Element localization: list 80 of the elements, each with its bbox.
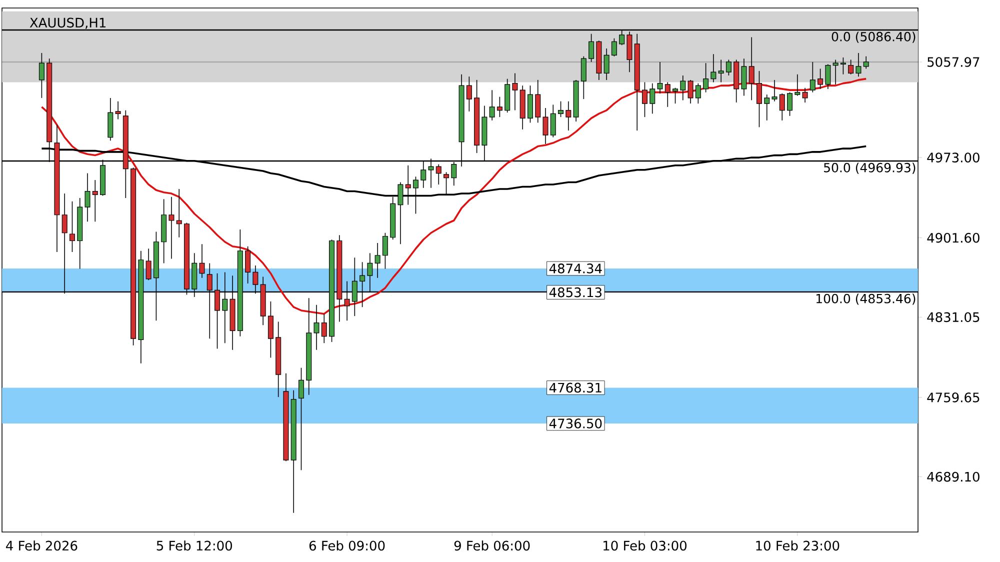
- candlestick: [741, 58, 747, 96]
- x-tick-label: 4 Feb 2026: [6, 540, 78, 551]
- candlestick: [588, 33, 594, 62]
- candlestick: [756, 70, 762, 128]
- candlestick: [848, 59, 854, 75]
- candlestick: [146, 248, 152, 281]
- candlestick: [436, 164, 442, 185]
- candlestick: [38, 52, 44, 98]
- candlestick: [489, 90, 495, 121]
- ref-line-label: 50.0 (4969.93): [824, 162, 916, 174]
- candlestick: [496, 96, 502, 118]
- candlestick: [542, 108, 548, 144]
- annotation: 4874.34: [549, 264, 602, 274]
- candlestick: [787, 92, 793, 116]
- x-tick-label: 10 Feb 03:00: [604, 540, 686, 551]
- x-tick-label: 10 Feb 23:00: [756, 540, 840, 551]
- candlestick: [863, 56, 869, 70]
- y-tick-label: 4689.10: [927, 472, 980, 482]
- candlestick: [512, 72, 518, 111]
- y-tick-label: 4901.60: [927, 232, 980, 243]
- candlestick: [779, 93, 785, 121]
- candlestick: [688, 80, 694, 104]
- y-tick-label: 4831.05: [927, 312, 980, 322]
- candlestick: [657, 62, 663, 94]
- y-tick-label: 5057.97: [928, 57, 980, 67]
- candlestick: [802, 87, 808, 103]
- candlestick: [382, 232, 388, 270]
- candlestick: [672, 87, 678, 104]
- x-tick-label: 5 Feb 12:00: [156, 540, 232, 551]
- annotation: 4768.31: [549, 382, 602, 393]
- candlestick: [374, 242, 380, 278]
- candlestick: [535, 80, 541, 124]
- annotation: 4736.50: [549, 418, 602, 428]
- ref-line-label: 0.0 (5086.40): [832, 32, 916, 43]
- candlestick: [840, 57, 846, 75]
- candlestick: [580, 56, 586, 100]
- candlestick: [527, 85, 533, 124]
- candlestick: [764, 94, 770, 121]
- candlestick: [718, 59, 724, 83]
- candlestick: [558, 100, 564, 118]
- candlestick: [199, 244, 205, 278]
- candlestick: [772, 80, 778, 102]
- candlestick: [84, 172, 90, 222]
- candlestick: [604, 48, 610, 80]
- candlestick: [466, 76, 472, 112]
- candlestick: [748, 36, 754, 101]
- x-tick-label: 9 Feb 06:00: [454, 540, 530, 551]
- candlestick: [168, 196, 174, 260]
- candlestick: [298, 367, 304, 471]
- text: XAUUSD,H1: [30, 18, 106, 29]
- candlestick: [825, 64, 831, 90]
- candlestick: [245, 246, 251, 284]
- ref-line-label: 100.0 (4853.46): [816, 294, 916, 305]
- y-tick-label: 4759.65: [927, 392, 980, 402]
- candlestick: [92, 180, 98, 222]
- annotation: 4853.13: [549, 287, 602, 298]
- candlestick: [710, 54, 716, 83]
- candlestick: [703, 62, 709, 93]
- candlestick: [642, 82, 648, 118]
- candlestick: [176, 188, 182, 238]
- x-tick-label: 6 Feb 09:00: [309, 540, 385, 551]
- candlestick: [794, 74, 800, 96]
- y-tick-label: 4973.00: [927, 152, 980, 162]
- candlestick: [832, 59, 838, 85]
- candlestick: [268, 301, 274, 358]
- candlestick: [321, 313, 327, 344]
- candlestick: [810, 62, 816, 93]
- candlestick: [856, 52, 862, 77]
- candlestick: [680, 75, 686, 101]
- candlestick: [650, 82, 656, 114]
- candlestick: [566, 100, 572, 131]
- candlestick: [314, 304, 320, 350]
- candlestick: [69, 200, 75, 252]
- candlestick: [726, 59, 732, 76]
- candlestick: [611, 38, 617, 57]
- candlestick: [818, 68, 824, 90]
- candlestick: [695, 82, 701, 104]
- candlestick: [115, 100, 121, 120]
- candlestick: [550, 104, 556, 138]
- candlestick: [664, 82, 670, 108]
